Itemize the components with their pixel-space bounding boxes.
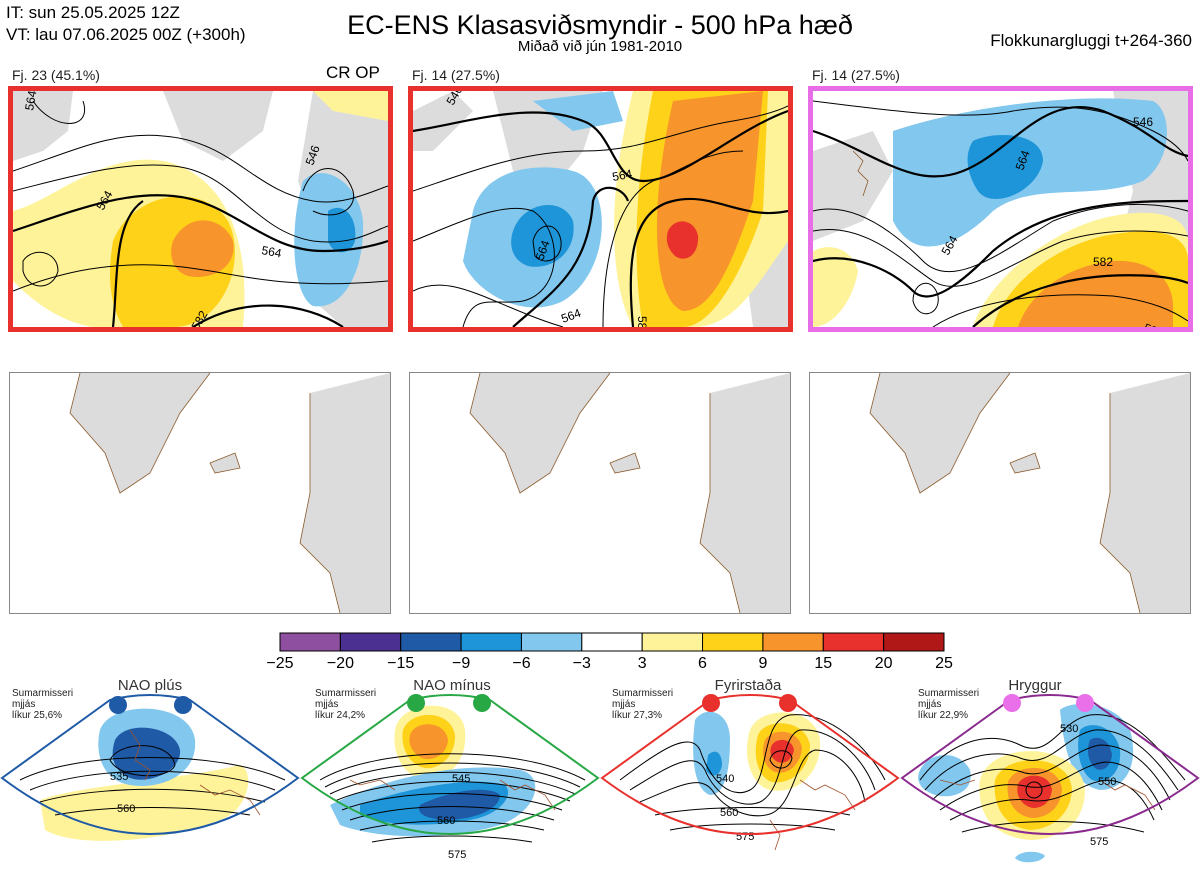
anomaly-negative-moderate bbox=[967, 135, 1043, 200]
anomaly-positive-strong bbox=[171, 220, 234, 277]
contour-label: 546 bbox=[1133, 115, 1153, 129]
regime-contour-label: 550 bbox=[1098, 776, 1116, 788]
valid-time: VT: lau 07.06.2025 00Z (+300h) bbox=[6, 25, 246, 44]
regime-contour-label: 545 bbox=[452, 773, 470, 785]
regime-2-title: NAO mínus bbox=[413, 677, 491, 694]
regime-contour-label: 575 bbox=[448, 849, 466, 861]
colorbar-cell bbox=[400, 632, 462, 652]
regime-2-marker bbox=[473, 694, 491, 712]
contour-label: 564 bbox=[22, 91, 39, 112]
regime-2-map[interactable]: 545 560 575 bbox=[300, 690, 600, 870]
cluster-1-map[interactable]: 564 546 564 564 582 bbox=[8, 86, 393, 332]
cluster-2-label: Fj. 14 (27.5%) bbox=[412, 67, 500, 83]
regime-3-map[interactable]: 540 560 575 bbox=[600, 690, 900, 870]
regime-contour-label: 575 bbox=[1090, 836, 1108, 848]
colorbar-tick: 3 bbox=[637, 655, 647, 672]
colorbar-tick: −9 bbox=[451, 655, 471, 672]
regime-contour-label: 560 bbox=[117, 803, 135, 815]
land-greenland bbox=[70, 373, 210, 493]
regime-4-title: Hryggur bbox=[1008, 677, 1062, 694]
anomaly-positive-max bbox=[666, 221, 699, 259]
colorbar-cell bbox=[520, 632, 583, 652]
regime-2-marker bbox=[407, 694, 425, 712]
contour-label: 564 bbox=[611, 167, 633, 184]
regime-contour-label: 560 bbox=[437, 815, 455, 827]
anomaly-negative-moderate bbox=[328, 207, 356, 253]
colorbar-tick: −3 bbox=[572, 655, 591, 672]
page-subtitle: Miðað við jún 1981-2010 bbox=[517, 38, 683, 55]
colorbar-tick: −15 bbox=[387, 655, 415, 672]
empty-map-2 bbox=[409, 372, 791, 614]
page-title: EC-ENS Klasasviðsmyndir - 500 hPa hæð bbox=[347, 10, 853, 40]
regime-3-title: Fyrirstaða bbox=[714, 677, 782, 694]
cluster-3-map[interactable]: 546 564 564 582 582 58 bbox=[808, 86, 1193, 332]
contour-label: 564 bbox=[533, 238, 553, 262]
empty-map-3 bbox=[809, 372, 1191, 614]
anomaly-negative-moderate bbox=[511, 204, 574, 267]
land-greenland-west bbox=[13, 91, 73, 161]
cluster-1-label: Fj. 23 (45.1%) bbox=[12, 67, 100, 83]
contour-label: 546 bbox=[303, 143, 323, 167]
classification-window: Flokkunargluggi t+264-360 bbox=[990, 31, 1192, 50]
init-time: IT: sun 25.05.2025 12Z bbox=[6, 3, 180, 22]
colorbar-cell bbox=[702, 632, 764, 652]
colorbar-cell bbox=[641, 632, 704, 652]
cluster-1-tag: CR OP bbox=[326, 63, 380, 82]
colorbar-tick: −6 bbox=[512, 655, 531, 672]
contour-label: 582 bbox=[1093, 255, 1113, 269]
regime-1-map[interactable]: 535 560 bbox=[0, 690, 300, 870]
colorbar-cell bbox=[339, 632, 402, 652]
regime-3-desc: Sumarmisseri mjjás líkur 27,3% bbox=[612, 688, 674, 721]
regime-2-desc: Sumarmisseri mjjás líkur 24,2% bbox=[315, 688, 377, 721]
land-europe bbox=[300, 373, 390, 613]
regime-4-map[interactable]: 530 550 575 bbox=[900, 690, 1200, 870]
regime-3-marker bbox=[779, 694, 797, 712]
colorbar-labels: −25 −20 −15 −9 −6 −3 3 6 9 15 20 25 bbox=[266, 655, 952, 675]
land-greenland bbox=[163, 91, 273, 161]
regime-1-desc: Sumarmisseri mjjás líkur 25,6% bbox=[12, 688, 74, 721]
regime-4-marker bbox=[1003, 694, 1021, 712]
regime-contour-label: 540 bbox=[716, 773, 734, 785]
contour-label: 582 bbox=[1142, 321, 1166, 327]
regime-4-desc: Sumarmisseri mjjás líkur 22,9% bbox=[918, 688, 980, 721]
contour-label: 564 bbox=[1013, 148, 1033, 172]
colorbar-tick: 9 bbox=[758, 655, 768, 672]
anomaly-positive-strong bbox=[1018, 260, 1173, 327]
contour-label: 564 bbox=[260, 243, 282, 260]
header-times: IT: sun 25.05.2025 12Z VT: lau 07.06.202… bbox=[6, 2, 246, 46]
colorbar-tick: −20 bbox=[326, 655, 354, 672]
colorbar-cell bbox=[762, 632, 824, 652]
colorbar-tick: 15 bbox=[814, 655, 833, 672]
cluster-2-map[interactable]: 546 564 564 564 582 bbox=[408, 86, 793, 332]
regime-4-marker bbox=[1076, 694, 1094, 712]
colorbar bbox=[279, 632, 945, 652]
regime-3-marker bbox=[702, 694, 720, 712]
empty-map-1 bbox=[9, 372, 391, 614]
land-iceland bbox=[210, 453, 240, 473]
colorbar-cell bbox=[822, 632, 885, 652]
colorbar-tick: 6 bbox=[698, 655, 707, 672]
colorbar-cell bbox=[460, 632, 522, 652]
regime-contour-label: 530 bbox=[1060, 723, 1078, 735]
regime-contour-label: 535 bbox=[110, 771, 128, 783]
regime-1-marker bbox=[109, 696, 127, 714]
contour-label: 582 bbox=[635, 316, 649, 327]
colorbar-tick: 20 bbox=[874, 655, 893, 672]
cluster-3-label: Fj. 14 (27.5%) bbox=[812, 67, 900, 83]
colorbar-cell bbox=[279, 632, 341, 652]
colorbar-tick: −25 bbox=[266, 655, 294, 672]
regime-1-marker bbox=[174, 696, 192, 714]
colorbar-cell bbox=[581, 632, 643, 652]
colorbar-cell bbox=[883, 632, 945, 652]
regime-contour-label: 560 bbox=[720, 807, 738, 819]
colorbar-tick: 25 bbox=[935, 655, 953, 672]
contour-label: 564 bbox=[559, 306, 583, 326]
regime-1-title: NAO plús bbox=[117, 677, 183, 694]
